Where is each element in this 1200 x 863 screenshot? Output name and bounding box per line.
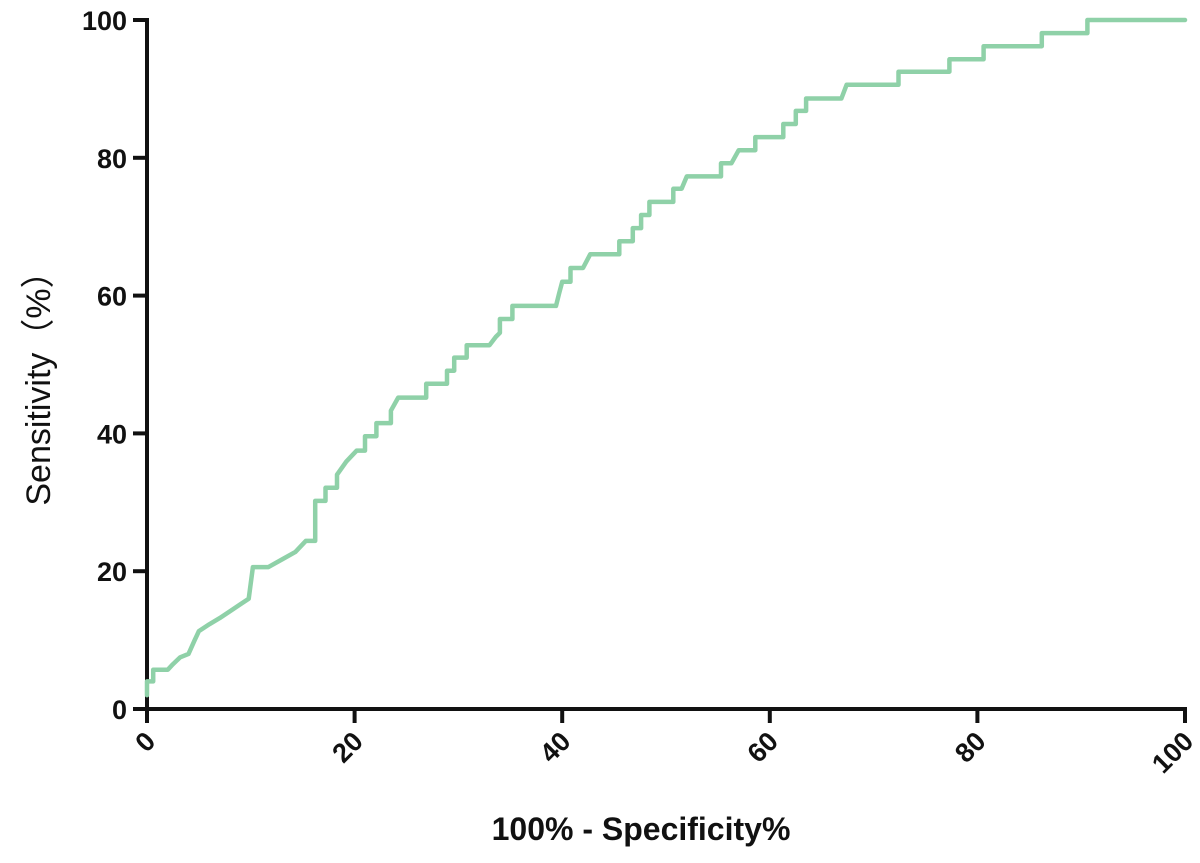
x-tick-label: 100: [1146, 726, 1199, 779]
y-tick-label: 80: [97, 144, 127, 174]
x-tick-label: 0: [129, 726, 161, 758]
series-layer: [144, 17, 1188, 698]
y-tick-label: 0: [112, 695, 127, 725]
y-tick-label: 60: [97, 282, 127, 312]
y-tick-label: 100: [82, 6, 127, 36]
y-axis-title: Sensitivity（%）: [20, 254, 58, 505]
axes: [145, 18, 1187, 711]
y-tick-label: 40: [97, 419, 127, 449]
x-axis-title: 100% - Specificity%: [492, 811, 791, 847]
x-tick-label: 80: [949, 726, 991, 768]
x-tick-label: 20: [326, 726, 368, 768]
ticks: [133, 18, 1187, 723]
tick-labels: 0 20 40 60 80 100 0 20 40 60 80 100: [82, 6, 1199, 779]
y-tick-label: 20: [97, 557, 127, 587]
x-tick-label: 60: [742, 726, 784, 768]
x-tick-label: 40: [534, 726, 576, 768]
roc-curve-line: [144, 17, 1188, 698]
